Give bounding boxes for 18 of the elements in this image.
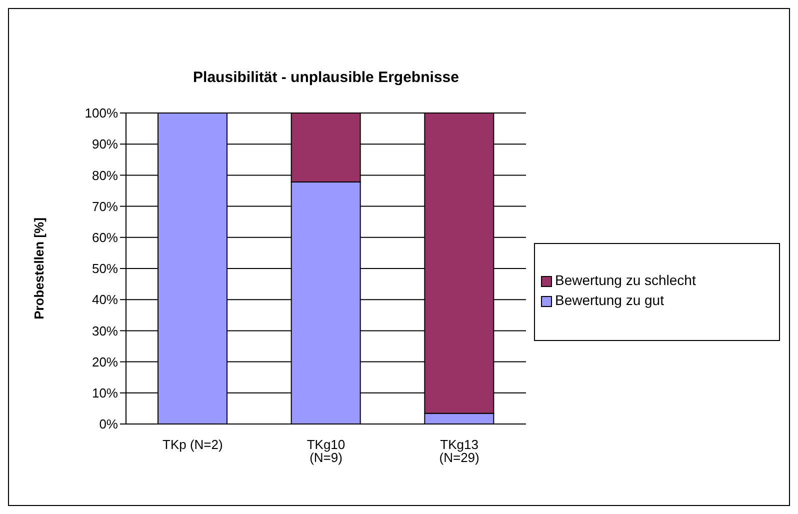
- y-tick-label: 30%: [92, 323, 118, 338]
- y-axis-title: Probestellen [%]: [32, 218, 47, 320]
- y-tick-label: 60%: [92, 230, 118, 246]
- y-tick-label: 80%: [92, 168, 118, 183]
- y-tick-label: 10%: [92, 386, 118, 401]
- y-tick-label: 70%: [92, 198, 118, 214]
- legend-label: Bewertung zu gut: [555, 292, 665, 308]
- x-tick-label: TKg10 (N=9): [306, 437, 346, 466]
- y-tick-label: 100%: [84, 106, 118, 121]
- y-tick-label: 40%: [92, 292, 118, 308]
- y-tick-label: 20%: [92, 354, 118, 370]
- chart-title: Plausibilität - unplausible Ergebnisse: [192, 69, 460, 86]
- y-tick-label: 0%: [99, 416, 118, 432]
- y-tick-label: 90%: [92, 136, 118, 152]
- legend-label: Bewertung zu schlecht: [555, 272, 697, 288]
- x-tick-label: TKp (N=2): [162, 437, 223, 452]
- y-tick-label: 50%: [92, 261, 118, 276]
- x-tick-label: TKg13 (N=29): [439, 437, 480, 466]
